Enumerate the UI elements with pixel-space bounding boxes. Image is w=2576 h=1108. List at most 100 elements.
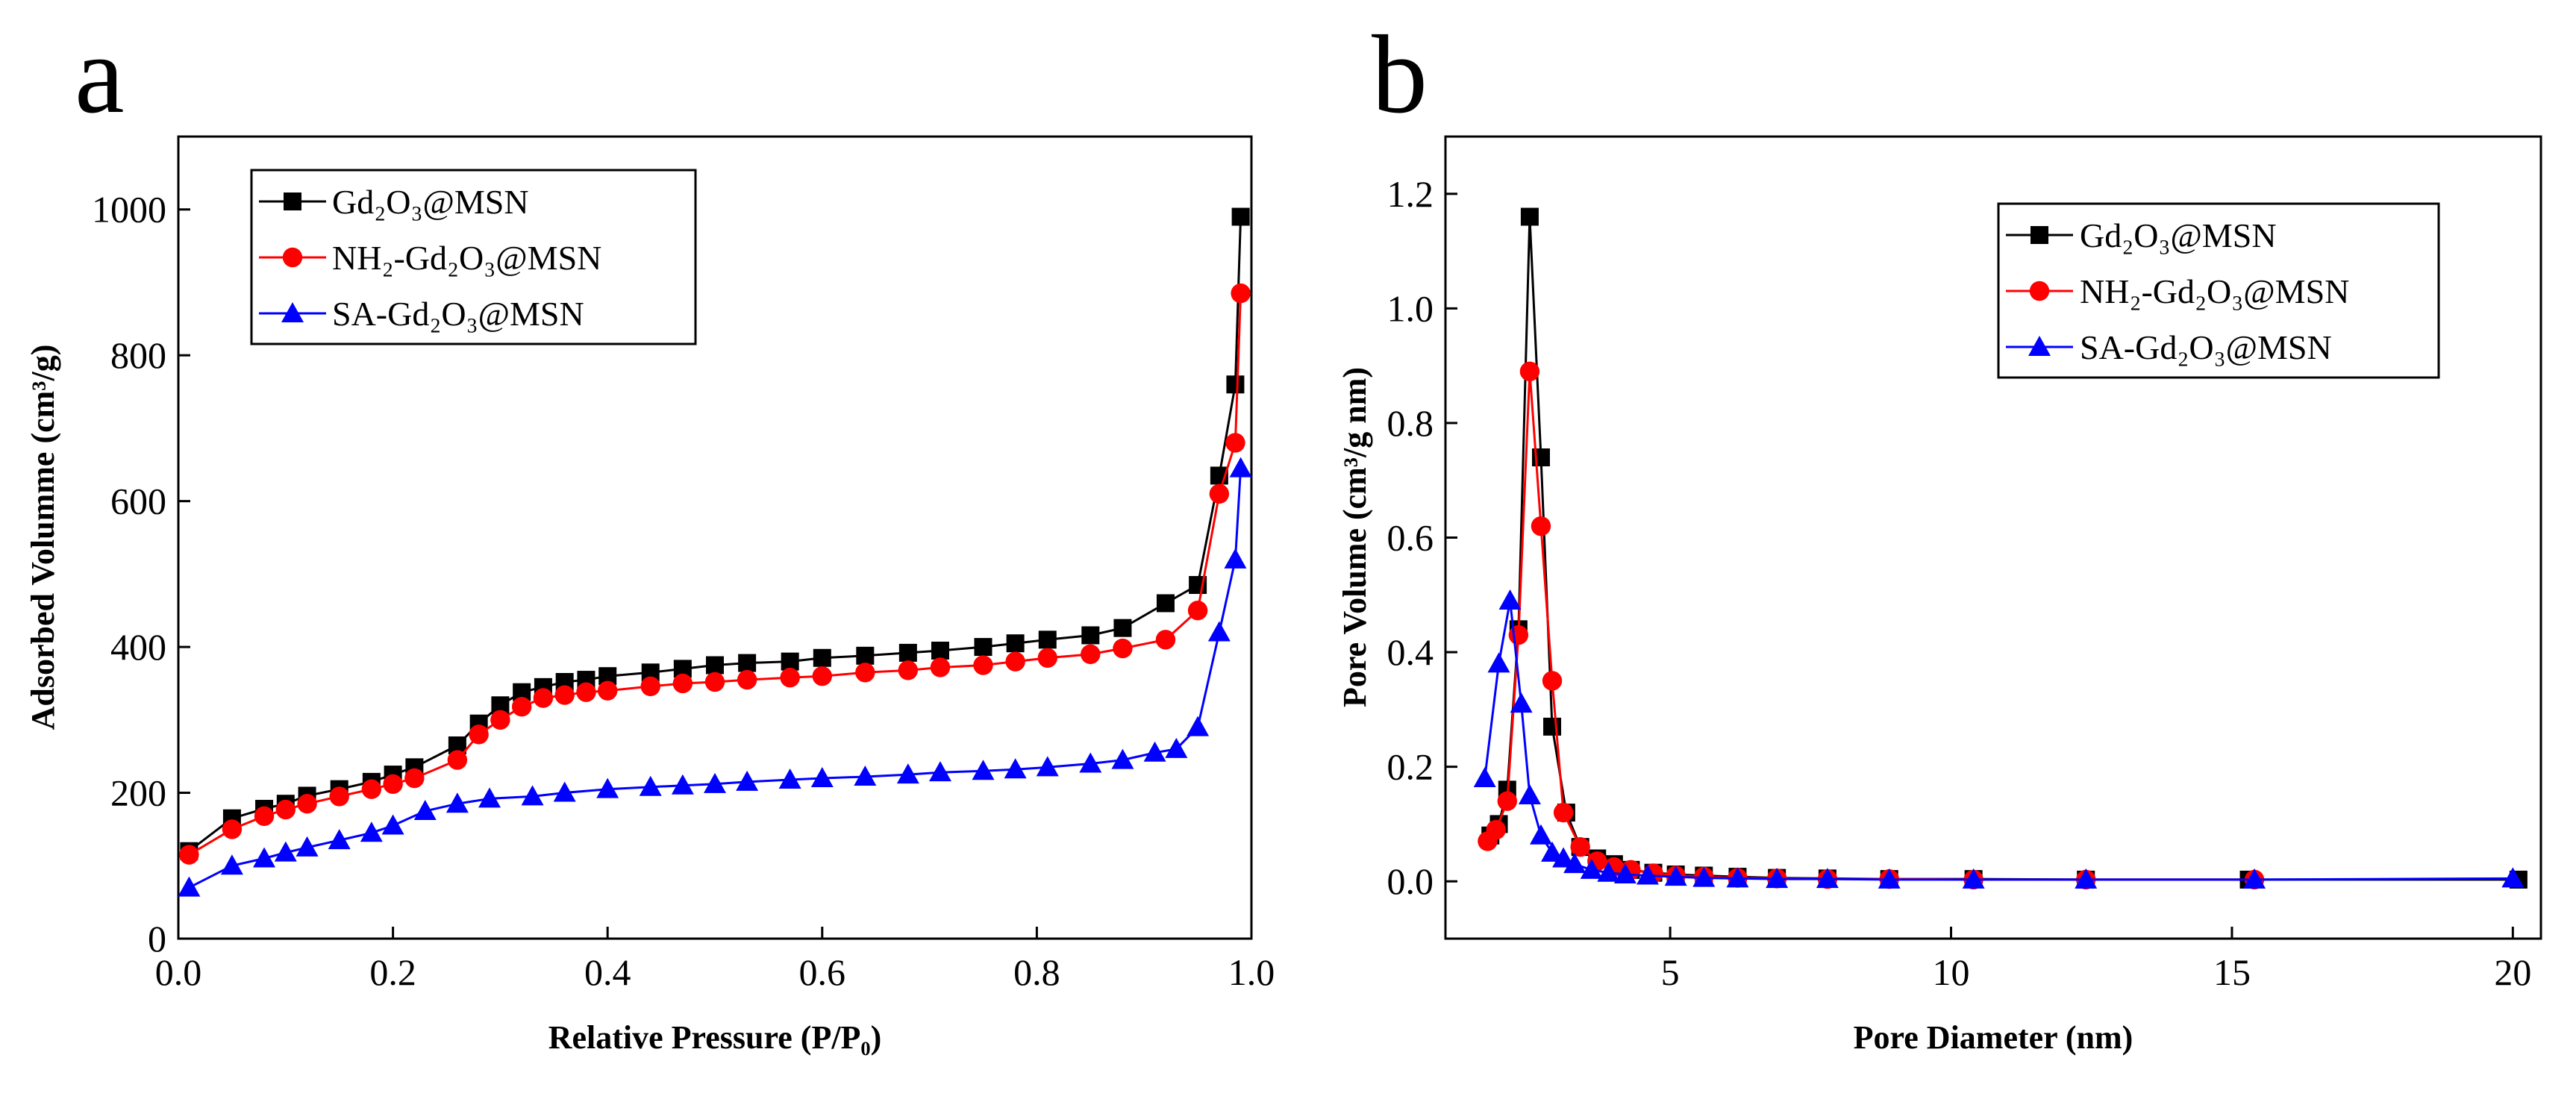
- data-point: [383, 774, 403, 795]
- data-point: [598, 680, 618, 701]
- y-tick-label: 0.2: [1387, 746, 1434, 788]
- data-point: [1155, 630, 1176, 650]
- panel-a-series-3: [178, 457, 1252, 897]
- legend-marker: [284, 193, 301, 210]
- data-point: [1226, 375, 1245, 394]
- data-point: [296, 836, 319, 857]
- data-point: [178, 876, 201, 897]
- data-point: [1962, 868, 1985, 889]
- data-point: [1510, 692, 1533, 713]
- data-point: [1187, 716, 1210, 736]
- data-point: [2075, 868, 2098, 889]
- legend-label: NH₂-Gd₂O₃@MSN: [2080, 272, 2349, 310]
- data-point: [1113, 619, 1132, 637]
- data-point: [1531, 516, 1551, 536]
- data-point: [1081, 644, 1101, 665]
- data-point: [446, 792, 469, 813]
- data-point: [1207, 621, 1231, 642]
- series-line: [1484, 600, 2513, 881]
- legend-marker: [2029, 281, 2050, 301]
- data-point: [1529, 824, 1552, 845]
- data-point: [1143, 741, 1166, 762]
- data-point: [1543, 717, 1562, 736]
- data-point: [813, 648, 831, 667]
- data-point: [1229, 457, 1252, 478]
- data-point: [780, 667, 800, 688]
- data-point: [671, 774, 694, 795]
- data-point: [1165, 737, 1188, 758]
- data-point: [898, 643, 917, 662]
- data-point: [254, 806, 275, 827]
- data-point: [1486, 819, 1506, 840]
- data-point: [447, 750, 468, 770]
- data-point: [1518, 784, 1541, 805]
- y-tick-label: 0.8: [1387, 402, 1434, 444]
- data-point: [973, 655, 993, 675]
- panel-b-series: [1473, 207, 2527, 890]
- series-line: [1486, 371, 2255, 881]
- data-point: [778, 768, 801, 789]
- data-point: [1498, 589, 1522, 610]
- panel-a-series-2: [179, 283, 1251, 865]
- x-tick-label: 0.2: [369, 951, 416, 993]
- data-point: [328, 829, 351, 850]
- data-point: [469, 724, 489, 745]
- y-tick-label: 600: [110, 481, 166, 522]
- data-point: [928, 761, 951, 782]
- data-point: [930, 657, 951, 677]
- data-point: [329, 786, 349, 807]
- data-point: [381, 814, 404, 835]
- data-point: [639, 775, 662, 796]
- data-point: [1225, 433, 1245, 453]
- data-point: [1878, 868, 1901, 889]
- data-point: [704, 772, 726, 793]
- data-point: [855, 663, 875, 683]
- data-point: [1553, 802, 1574, 823]
- data-point: [274, 841, 297, 862]
- x-tick-label: 5: [1661, 951, 1680, 993]
- data-point: [856, 646, 875, 665]
- panel-b-series-2: [1478, 361, 2265, 890]
- y-tick-label: 0.6: [1387, 517, 1434, 559]
- panel-b: b 5 10 15 20 0.0 0.2 0.4 0.6 0.8 1.0 1.2 Pore Diam…: [1337, 13, 2542, 1056]
- data-point: [179, 845, 199, 865]
- panel-b-series-3: [1473, 589, 2525, 889]
- data-point: [554, 685, 575, 705]
- data-point: [1111, 748, 1134, 769]
- data-point: [275, 799, 296, 820]
- data-point: [1224, 548, 1247, 569]
- data-point: [1726, 867, 1749, 888]
- data-point: [253, 847, 276, 868]
- panel-a-plot-frame: [177, 135, 1253, 940]
- y-tick-label: 800: [110, 334, 166, 376]
- y-tick-label: 1.0: [1387, 287, 1434, 329]
- data-point: [490, 710, 510, 730]
- data-point: [1636, 864, 1660, 885]
- legend-label: Gd₂O₃@MSN: [2080, 216, 2277, 254]
- legend-label: SA-Gd₂O₃@MSN: [332, 295, 584, 333]
- data-point: [1563, 853, 1586, 874]
- data-point: [1597, 861, 1620, 882]
- data-point: [576, 682, 596, 702]
- data-point: [1038, 630, 1057, 649]
- data-point: [896, 763, 919, 784]
- legend-label: NH₂-Gd₂O₃@MSN: [332, 239, 601, 277]
- data-point: [1036, 756, 1059, 777]
- data-point: [1037, 648, 1057, 668]
- panel-b-y-axis-title: Pore Volume (cm³/g nm): [1337, 367, 1373, 707]
- legend-label: Gd₂O₃@MSN: [332, 183, 529, 221]
- data-point: [1156, 594, 1175, 613]
- data-point: [596, 777, 619, 798]
- y-tick-label: 200: [110, 772, 166, 814]
- data-point: [1113, 638, 1133, 659]
- data-point: [1664, 866, 1687, 886]
- data-point: [220, 854, 243, 875]
- y-tick-label: 0: [148, 918, 166, 960]
- data-point: [931, 641, 949, 660]
- data-point: [854, 766, 877, 786]
- data-point: [297, 794, 317, 814]
- y-tick-label: 1.2: [1387, 173, 1434, 215]
- data-point: [511, 697, 532, 717]
- data-point: [404, 768, 425, 789]
